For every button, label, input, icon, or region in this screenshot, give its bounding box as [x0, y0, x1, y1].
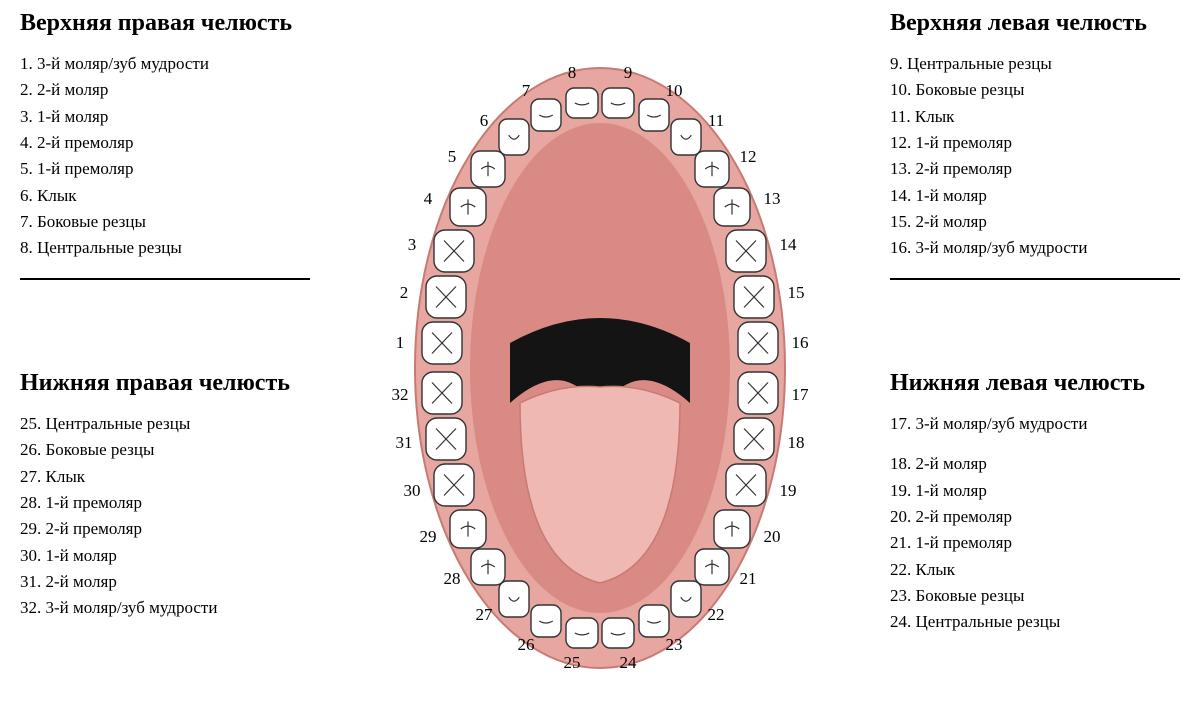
- tooth-number-label: 8: [568, 63, 577, 83]
- tooth-list-item: 27. Клык: [20, 464, 310, 490]
- tooth-list-item: 6. Клык: [20, 183, 310, 209]
- divider: [890, 278, 1180, 280]
- quadrant-upper-right: Верхняя правая челюсть 1. 3-й моляр/зуб …: [20, 10, 310, 296]
- tooth-number-label: 14: [780, 235, 797, 255]
- tooth-number-label: 23: [666, 635, 683, 655]
- divider: [20, 278, 310, 280]
- tooth-list-item: 29. 2-й премоляр: [20, 516, 310, 542]
- tooth-list-upper-right: 1. 3-й моляр/зуб мудрости2. 2-й моляр3. …: [20, 51, 310, 262]
- quadrant-lower-left: Нижняя левая челюсть 17. 3-й моляр/зуб м…: [890, 370, 1180, 636]
- tooth-list-item: 10. Боковые резцы: [890, 77, 1180, 103]
- quadrant-title: Верхняя правая челюсть: [20, 10, 310, 37]
- tooth-list-item: 2. 2-й моляр: [20, 77, 310, 103]
- quadrant-upper-left: Верхняя левая челюсть 9. Центральные рез…: [890, 10, 1180, 296]
- tooth-number-label: 16: [792, 333, 809, 353]
- tooth-number-label: 3: [408, 235, 417, 255]
- tooth-number-label: 21: [740, 569, 757, 589]
- tooth-number-label: 1: [396, 333, 405, 353]
- tooth-list-item: 17. 3-й моляр/зуб мудрости: [890, 411, 1180, 437]
- tooth-number-label: 31: [396, 433, 413, 453]
- tooth-list-item: 31. 2-й моляр: [20, 569, 310, 595]
- tooth-list-lower-right: 25. Центральные резцы26. Боковые резцы27…: [20, 411, 310, 622]
- tooth-list-item: 28. 1-й премоляр: [20, 490, 310, 516]
- tooth-list-item: 7. Боковые резцы: [20, 209, 310, 235]
- tooth-number-label: 26: [518, 635, 535, 655]
- tooth-list-item: 22. Клык: [890, 557, 1180, 583]
- tooth-list-item: 8. Центральные резцы: [20, 235, 310, 261]
- tooth-number-label: 9: [624, 63, 633, 83]
- tooth-list-item: 26. Боковые резцы: [20, 437, 310, 463]
- tooth-list-item: 1. 3-й моляр/зуб мудрости: [20, 51, 310, 77]
- tooth-number-label: 32: [392, 385, 409, 405]
- tooth-number-label: 19: [780, 481, 797, 501]
- tooth-list-item: 13. 2-й премоляр: [890, 156, 1180, 182]
- tooth-number-label: 4: [424, 189, 433, 209]
- tooth-number-label: 27: [476, 605, 493, 625]
- tooth-list-item: 11. Клык: [890, 104, 1180, 130]
- tooth-number-label: 30: [404, 481, 421, 501]
- tooth-list-upper-left: 9. Центральные резцы10. Боковые резцы11.…: [890, 51, 1180, 262]
- tooth-number-label: 13: [764, 189, 781, 209]
- tooth-number-label: 12: [740, 147, 757, 167]
- tooth-number-label: 6: [480, 111, 489, 131]
- tooth-list-item: 21. 1-й премоляр: [890, 530, 1180, 556]
- tooth-list-lower-left: 17. 3-й моляр/зуб мудрости 18. 2-й моляр1…: [890, 411, 1180, 636]
- tooth-number-label: 25: [564, 653, 581, 673]
- quadrant-title: Верхняя левая челюсть: [890, 10, 1180, 37]
- tooth-number-label: 15: [788, 283, 805, 303]
- tooth-list-item: 12. 1-й премоляр: [890, 130, 1180, 156]
- tooth-list-item: 24. Центральные резцы: [890, 609, 1180, 635]
- tooth-list-item: 3. 1-й моляр: [20, 104, 310, 130]
- tooth-list-item: 25. Центральные резцы: [20, 411, 310, 437]
- tooth-number-label: 2: [400, 283, 409, 303]
- tooth-number-label: 28: [444, 569, 461, 589]
- tooth-number-label: 10: [666, 81, 683, 101]
- quadrant-title: Нижняя левая челюсть: [890, 370, 1180, 397]
- tooth-number-label: 22: [708, 605, 725, 625]
- tooth-list-item: 9. Центральные резцы: [890, 51, 1180, 77]
- tooth-list-item: 15. 2-й моляр: [890, 209, 1180, 235]
- mouth-svg: [370, 43, 830, 683]
- tooth-number-label: 17: [792, 385, 809, 405]
- tooth-number-label: 18: [788, 433, 805, 453]
- tooth-number-label: 5: [448, 147, 457, 167]
- tooth-list-item: 23. Боковые резцы: [890, 583, 1180, 609]
- tooth-number-label: 7: [522, 81, 531, 101]
- tooth-list-item: 16. 3-й моляр/зуб мудрости: [890, 235, 1180, 261]
- tooth-list-item: 30. 1-й моляр: [20, 543, 310, 569]
- tooth-number-label: 11: [708, 111, 724, 131]
- tooth-number-label: 29: [420, 527, 437, 547]
- tooth-list-item: 14. 1-й моляр: [890, 183, 1180, 209]
- tooth-list-item: 18. 2-й моляр: [890, 451, 1180, 477]
- quadrant-title: Нижняя правая челюсть: [20, 370, 310, 397]
- tooth-list-item: 32. 3-й моляр/зуб мудрости: [20, 595, 310, 621]
- tooth-number-label: 24: [620, 653, 637, 673]
- quadrant-lower-right: Нижняя правая челюсть 25. Центральные ре…: [20, 370, 310, 622]
- tooth-number-label: 20: [764, 527, 781, 547]
- tooth-list-item: 20. 2-й премоляр: [890, 504, 1180, 530]
- tooth-list-item: 4. 2-й премоляр: [20, 130, 310, 156]
- mouth-diagram: 1234567891011121314151617181920212223242…: [370, 43, 830, 683]
- tooth-list-item: 5. 1-й премоляр: [20, 156, 310, 182]
- tooth-list-item: 19. 1-й моляр: [890, 478, 1180, 504]
